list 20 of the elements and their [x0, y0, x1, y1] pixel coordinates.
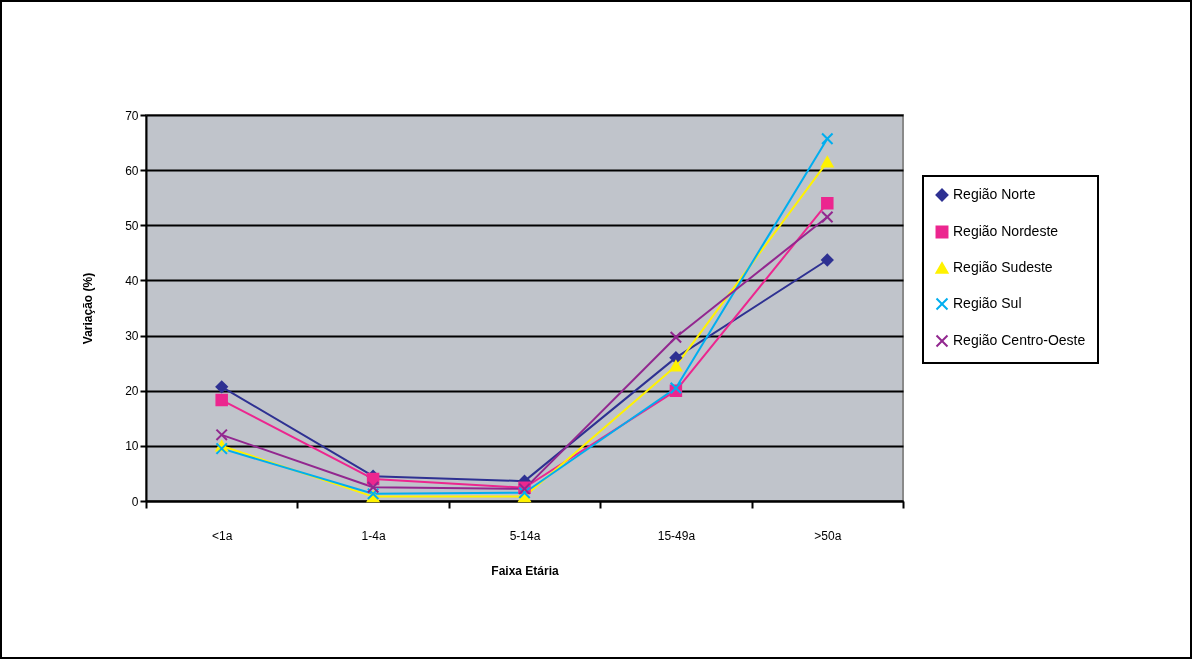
y-tick-label: 50: [125, 218, 139, 233]
y-tick-label: 30: [125, 329, 139, 344]
x-tick-label: 1-4a: [361, 528, 386, 543]
y-axis-title: Variação (%): [81, 272, 96, 345]
legend-label: Região Sul: [953, 295, 1022, 311]
x-tick-label: >50a: [814, 528, 842, 543]
x-tick-label: 15-49a: [657, 528, 696, 543]
legend-label: Região Centro-Oeste: [953, 332, 1086, 348]
legend-label: Região Norte: [953, 186, 1036, 202]
y-tick-label: 60: [125, 163, 139, 178]
legend-label: Região Sudeste: [953, 259, 1053, 275]
y-tick-label: 10: [125, 439, 139, 454]
y-tick-label: 0: [131, 494, 139, 509]
x-tick-label: <1a: [212, 528, 233, 543]
x-tick-label: 5-14a: [509, 528, 541, 543]
y-tick-label: 70: [125, 108, 139, 123]
y-tick-label: 40: [125, 273, 139, 288]
x-axis-title: Faixa Etária: [491, 563, 560, 578]
legend-label: Região Nordeste: [953, 223, 1059, 239]
y-tick-label: 20: [125, 384, 139, 399]
